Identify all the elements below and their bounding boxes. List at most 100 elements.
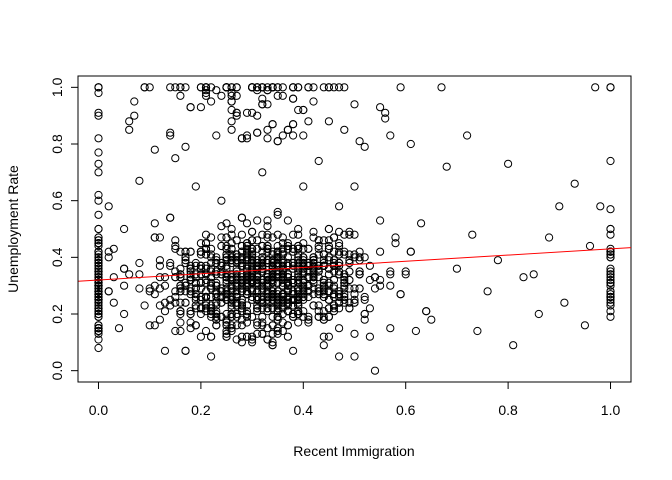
data-point	[268, 233, 277, 242]
data-point	[350, 250, 359, 259]
data-point	[319, 281, 328, 290]
data-point	[145, 321, 154, 330]
data-point	[237, 284, 246, 293]
data-point	[94, 324, 103, 333]
data-point	[335, 292, 344, 302]
data-point	[519, 273, 528, 282]
data-point	[248, 295, 257, 304]
data-point	[166, 83, 175, 92]
data-point	[294, 244, 303, 253]
data-point	[150, 145, 159, 154]
data-point	[294, 258, 303, 268]
data-point	[258, 275, 267, 285]
data-point	[217, 292, 226, 302]
data-point	[201, 275, 211, 285]
data-point	[160, 281, 170, 290]
data-point	[248, 108, 257, 117]
data-point	[227, 88, 236, 98]
data-point	[299, 182, 308, 191]
data-point	[263, 230, 272, 239]
data-point	[329, 233, 339, 242]
data-point	[294, 287, 303, 296]
data-point	[606, 247, 615, 256]
data-point	[278, 239, 287, 248]
data-point	[171, 326, 180, 336]
data-point	[196, 304, 205, 313]
data-point	[253, 236, 262, 245]
data-point	[237, 134, 246, 143]
data-point	[140, 83, 149, 92]
data-point	[237, 321, 246, 330]
data-point	[242, 275, 252, 285]
x-tick-label: 0.8	[498, 402, 518, 418]
data-point	[94, 83, 103, 92]
data-point	[299, 292, 308, 302]
data-point	[258, 329, 267, 338]
data-point	[232, 335, 241, 344]
data-point	[324, 304, 333, 313]
x-axis: 0.0 0.2 0.4 0.6 0.8 1.0	[89, 381, 620, 418]
data-point	[207, 97, 216, 106]
data-point	[606, 307, 615, 316]
data-point	[273, 137, 282, 146]
data-point	[217, 233, 226, 242]
data-point	[278, 301, 287, 310]
data-point	[263, 292, 272, 302]
data-point	[237, 247, 246, 256]
data-point	[273, 298, 282, 307]
data-point	[427, 315, 436, 324]
data-point	[258, 278, 267, 287]
data-point	[304, 287, 313, 296]
data-point	[294, 318, 303, 327]
data-point	[319, 292, 328, 302]
x-axis-title: Recent Immigration	[293, 443, 414, 459]
data-point	[94, 108, 103, 117]
data-point	[237, 241, 246, 251]
data-point	[181, 281, 190, 290]
data-point	[232, 298, 241, 307]
data-point	[473, 326, 482, 336]
data-point	[299, 258, 308, 268]
data-point	[114, 324, 124, 333]
data-point	[335, 298, 344, 307]
data-point	[248, 83, 257, 92]
data-point	[227, 250, 236, 259]
data-point	[606, 250, 615, 259]
data-point	[166, 213, 175, 222]
data-point	[217, 284, 226, 293]
data-point	[406, 247, 415, 256]
data-point	[463, 131, 472, 140]
data-point	[212, 321, 221, 330]
data-point	[319, 341, 328, 350]
data-point	[606, 273, 615, 282]
data-point	[606, 230, 615, 239]
data-point	[120, 224, 129, 234]
data-point	[232, 301, 241, 310]
data-point	[176, 318, 185, 327]
data-point	[242, 134, 252, 143]
data-point	[273, 270, 282, 279]
data-point	[104, 253, 113, 262]
data-point	[242, 131, 252, 140]
data-point	[324, 241, 333, 251]
data-point	[94, 295, 103, 304]
data-point	[227, 275, 236, 285]
data-point	[278, 131, 287, 140]
data-point	[94, 270, 103, 279]
data-point	[171, 241, 180, 251]
data-point	[94, 278, 103, 287]
data-point	[299, 253, 308, 262]
data-point	[294, 105, 303, 115]
data-point	[217, 312, 226, 321]
data-point	[329, 267, 339, 276]
data-point	[150, 219, 159, 228]
data-point	[360, 309, 369, 319]
data-point	[242, 287, 252, 296]
data-point	[196, 332, 205, 341]
data-point	[468, 230, 477, 239]
data-point	[248, 256, 257, 265]
data-point	[319, 83, 328, 92]
data-point	[222, 250, 231, 259]
data-point	[273, 267, 282, 276]
data-point	[268, 250, 277, 259]
